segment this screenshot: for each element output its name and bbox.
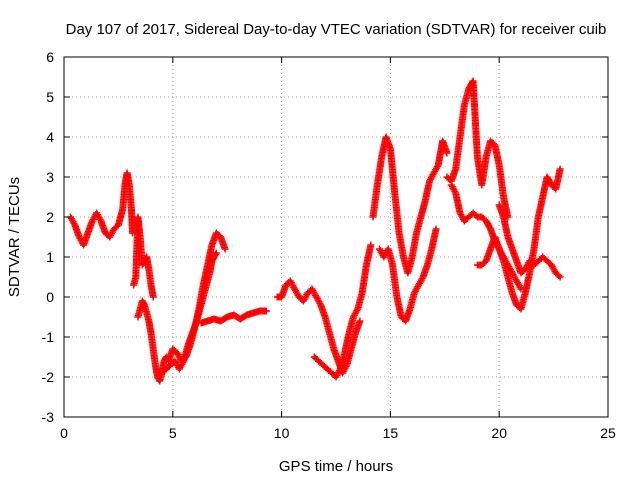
data-point-interp [335, 367, 343, 375]
x-tick-label: 10 [274, 425, 290, 441]
data-point-interp [433, 163, 441, 171]
data-point [356, 317, 364, 325]
y-tick-label: -3 [42, 409, 55, 425]
data-point [432, 225, 440, 233]
y-tick-label: 4 [46, 129, 54, 145]
y-tick-label: 6 [46, 49, 54, 65]
data-point-interp [212, 250, 220, 258]
data-point-interp [353, 307, 361, 315]
y-tick-label: 5 [46, 89, 54, 105]
marker-layer [67, 77, 564, 385]
data-point [556, 165, 564, 173]
y-tick-label: 3 [46, 169, 54, 185]
data-point-interp [70, 219, 78, 227]
data-point [262, 307, 270, 315]
data-point [212, 249, 220, 257]
data-point-interp [96, 215, 104, 223]
data-point [221, 245, 229, 253]
data-point [367, 241, 375, 249]
y-tick-label: -2 [42, 369, 55, 385]
y-tick-label: 0 [46, 289, 54, 305]
data-point-interp [451, 187, 459, 195]
x-tick-label: 20 [491, 425, 507, 441]
plot-frame [63, 56, 609, 418]
data-point-interp [179, 359, 187, 367]
data-point-interp [516, 283, 524, 291]
x-tick-label: 15 [383, 425, 399, 441]
data-point-interp [418, 275, 426, 283]
data-point [149, 293, 157, 301]
x-tick-label: 25 [600, 425, 616, 441]
data-point-interp [316, 299, 324, 307]
x-axis-label: GPS time / hours [279, 458, 393, 475]
y-tick-label: 1 [46, 249, 54, 265]
y-axis-label: SDTVAR / TECUs [6, 177, 23, 297]
data-point-interp [342, 363, 350, 371]
x-tick-label: 5 [169, 425, 177, 441]
data-point [443, 149, 451, 157]
x-tick-label: 0 [60, 425, 68, 441]
data-point [556, 273, 564, 281]
data-point-interp [555, 272, 563, 280]
chart-title: Day 107 of 2017, Sidereal Day-to-day VTE… [66, 21, 607, 38]
axis-layer: 0 5 10 15 20 25 -3 -2 -1 0 1 2 3 4 5 6 [42, 49, 616, 441]
y-tick-label: 2 [46, 209, 54, 225]
y-tick-label: -1 [42, 329, 55, 345]
